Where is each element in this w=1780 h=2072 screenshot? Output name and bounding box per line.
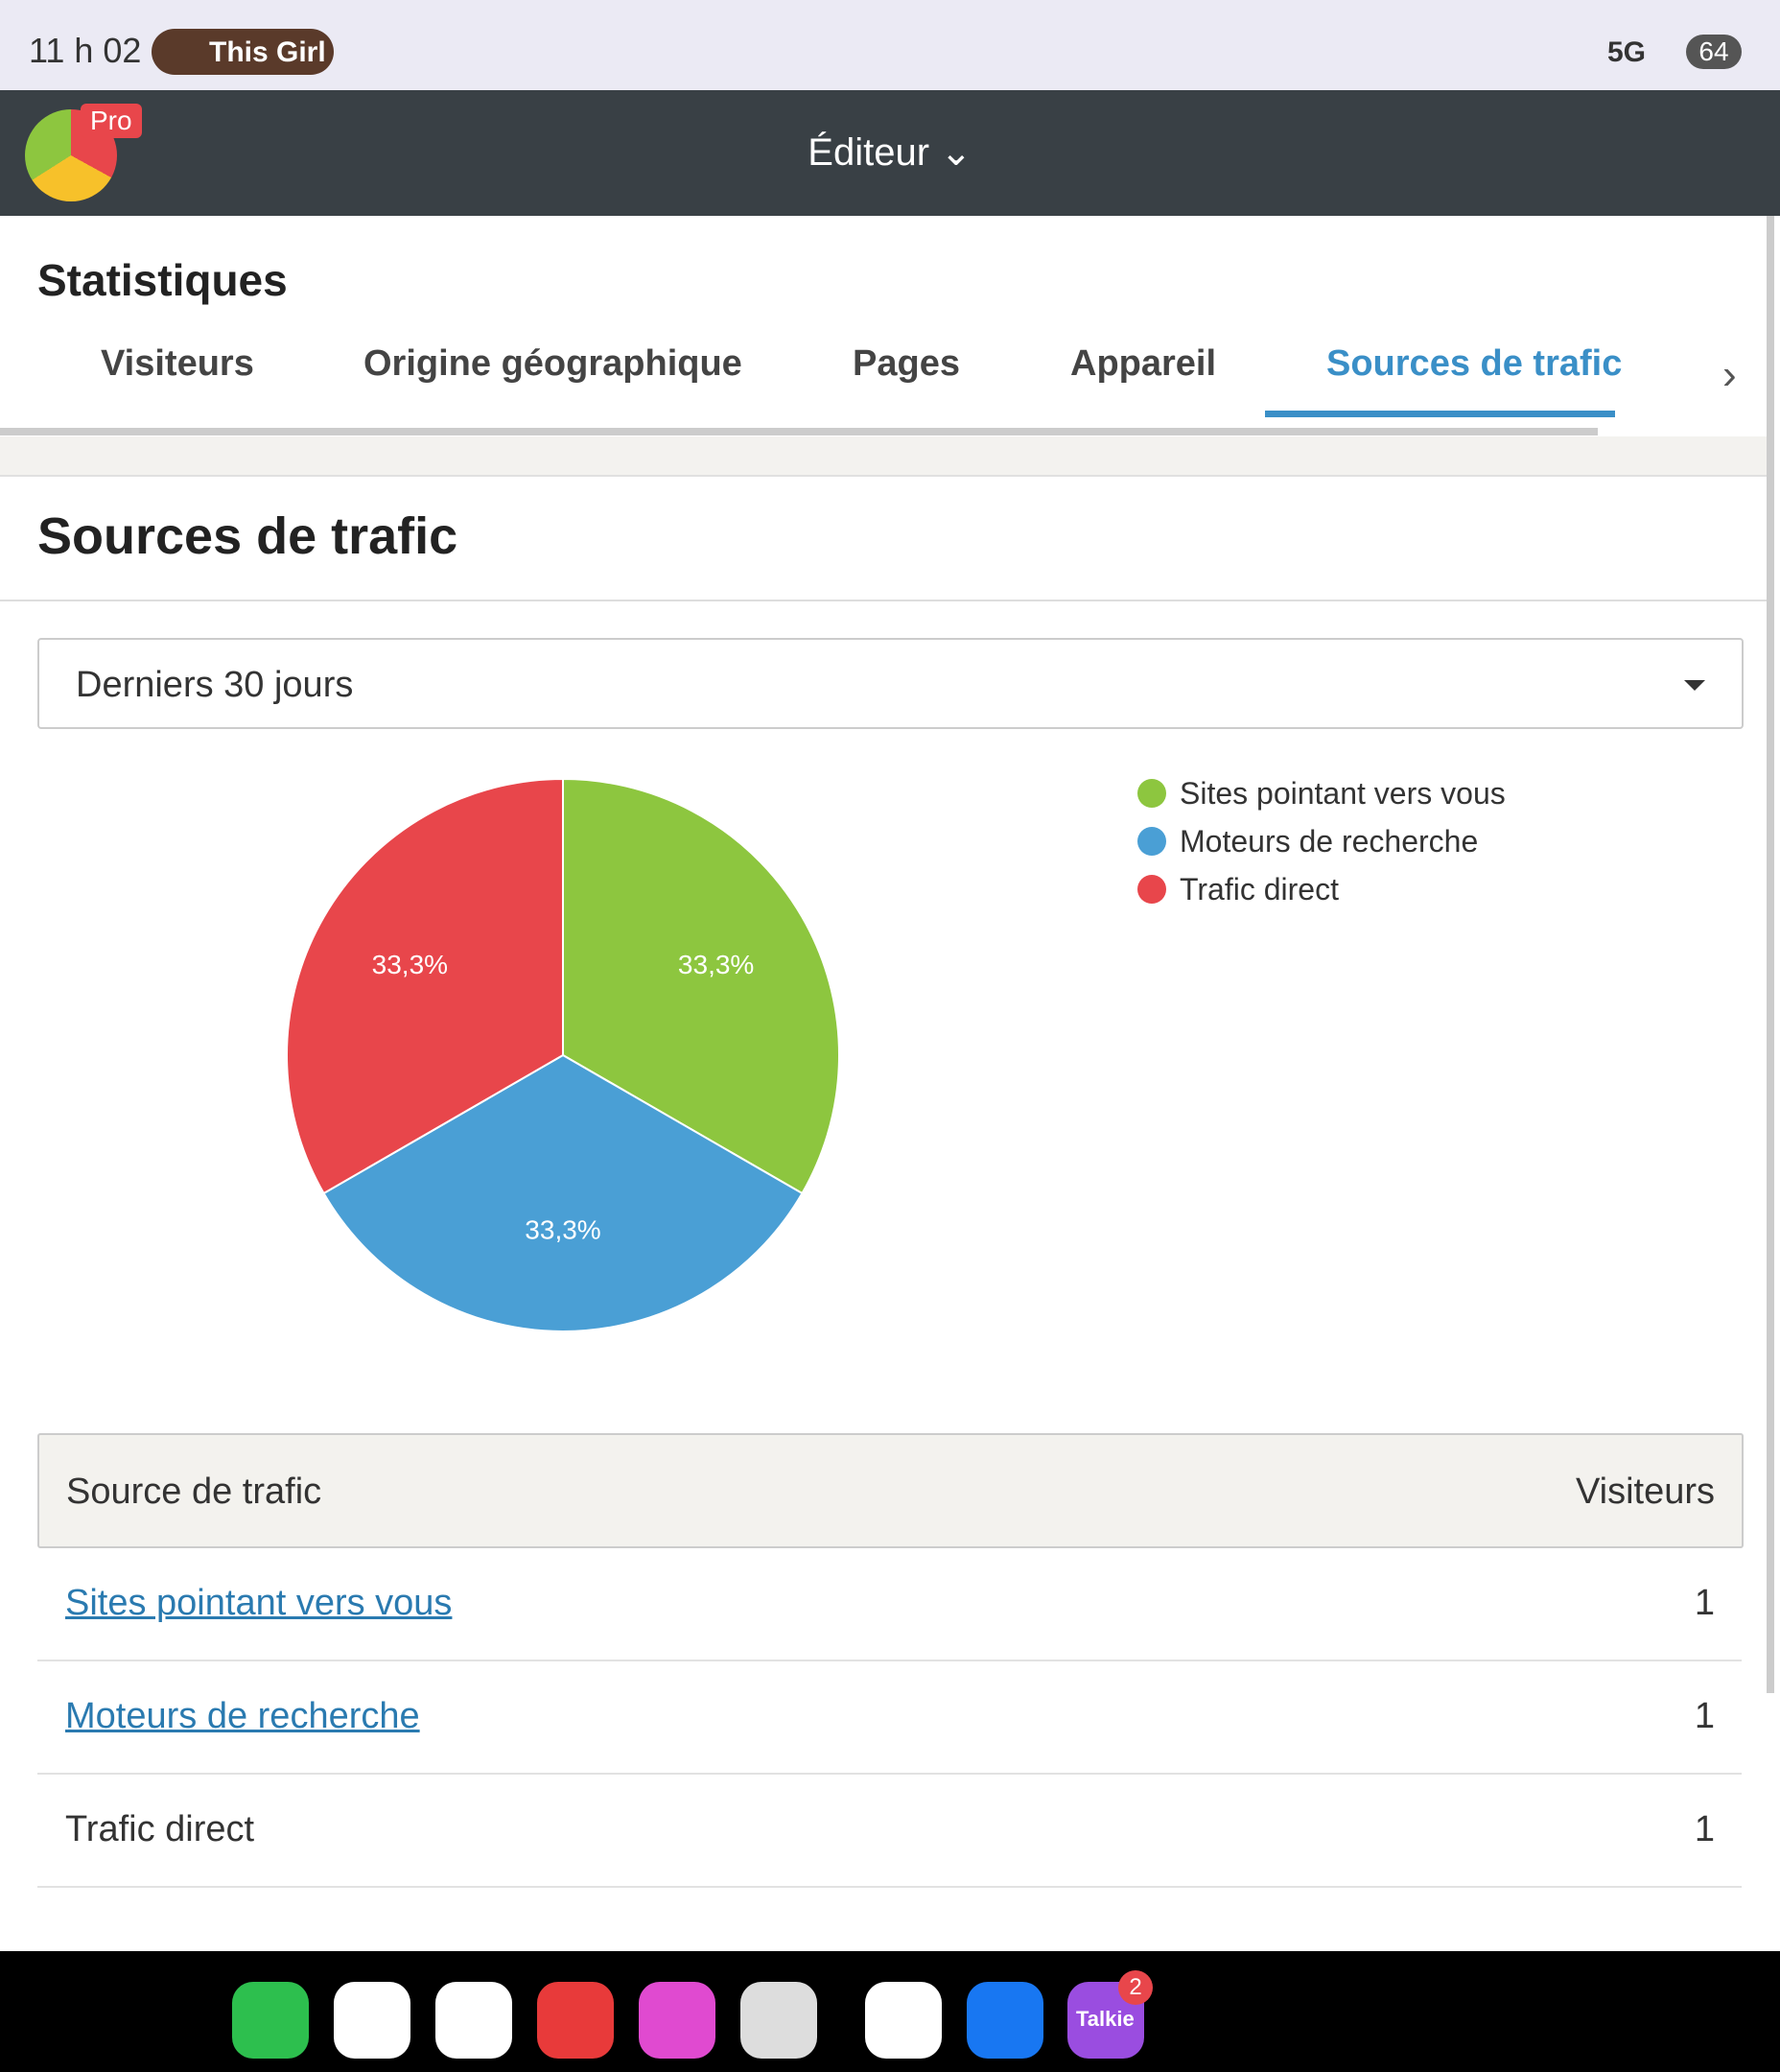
cell: 1 (1694, 1809, 1715, 1849)
pie-slice (286, 777, 564, 1195)
page-title: Statistiques (37, 255, 288, 305)
table-row: Trafic direct 1 (37, 1773, 1742, 1888)
legend-swatch (1137, 875, 1166, 904)
tab-active[interactable]: Sources de trafic (1326, 343, 1623, 384)
table-row: Moteurs de recherche 1 (37, 1660, 1742, 1775)
battery: 64 (1686, 35, 1742, 69)
tab-scroll-arrow[interactable]: › (1722, 351, 1737, 398)
column-header: Visiteurs (1575, 1472, 1715, 1512)
table-header: Source de trafic Visiteurs (37, 1433, 1744, 1548)
nav-bar: Talkie 2 (0, 1951, 1780, 2072)
media-pill[interactable] (152, 29, 334, 75)
header-title[interactable]: Éditeur ⌄ (808, 131, 972, 174)
app-icon[interactable] (639, 1982, 715, 2059)
pro-badge: Pro (81, 104, 142, 138)
section-title: Sources de trafic (37, 507, 458, 565)
tab-underline (1265, 411, 1615, 417)
scrollbar (1767, 216, 1774, 1693)
period-text: Derniers 30 jours (76, 665, 354, 705)
band (0, 436, 1770, 477)
slice-label: 33,3% (372, 950, 448, 979)
legend-label: Trafic direct (1180, 872, 1339, 906)
column-header: Source de trafic (66, 1472, 322, 1512)
time: 11 h 02 (29, 31, 142, 70)
app-header: Pro Éditeur ⌄ (0, 90, 1780, 216)
app-label: Talkie (1076, 2007, 1135, 2031)
tab[interactable]: Visiteurs (101, 343, 254, 384)
table-row: Sites pointant vers vous 1 (37, 1546, 1742, 1661)
header-title-text: Éditeur (808, 131, 930, 174)
cell: 1 (1694, 1583, 1715, 1623)
slice-label: 33,3% (525, 1215, 600, 1245)
legend-swatch (1137, 779, 1166, 808)
status-bar: 11 h 02 This Girl 5G 64 (0, 0, 1780, 90)
app-icon[interactable] (435, 1982, 512, 2059)
app-icon[interactable] (967, 1982, 1043, 2059)
tab[interactable]: Appareil (1070, 343, 1217, 384)
app-icon[interactable] (740, 1982, 817, 2059)
divider (0, 600, 1770, 601)
pie-slice (322, 1053, 804, 1332)
pie-chart: 33,3% 33,3% 33,3% (286, 777, 840, 1332)
app-icon[interactable] (232, 1982, 309, 2059)
legend-swatch (1137, 827, 1166, 856)
tab[interactable]: Origine géographique (363, 343, 742, 384)
row-link[interactable]: Moteurs de recherche (65, 1696, 420, 1736)
slice-label: 33,3% (678, 950, 754, 979)
tab-scrollbar (0, 428, 1598, 436)
cell: Trafic direct (65, 1809, 255, 1849)
cell: 1 (1694, 1696, 1715, 1736)
legend-label: Moteurs de recherche (1180, 824, 1479, 859)
period-select[interactable]: Derniers 30 jours (37, 638, 1744, 729)
network: 5G (1607, 36, 1647, 68)
app-icon[interactable] (537, 1982, 614, 2059)
app-icon[interactable] (334, 1982, 410, 2059)
badge: 2 (1118, 1970, 1153, 2005)
caret (1684, 680, 1705, 701)
media-title: This Girl (209, 36, 326, 68)
row-link[interactable]: Sites pointant vers vous (65, 1583, 453, 1623)
legend-label: Sites pointant vers vous (1180, 776, 1506, 811)
pie-slice (562, 777, 840, 1195)
tab[interactable]: Pages (853, 343, 960, 384)
app-icon[interactable] (865, 1982, 942, 2059)
